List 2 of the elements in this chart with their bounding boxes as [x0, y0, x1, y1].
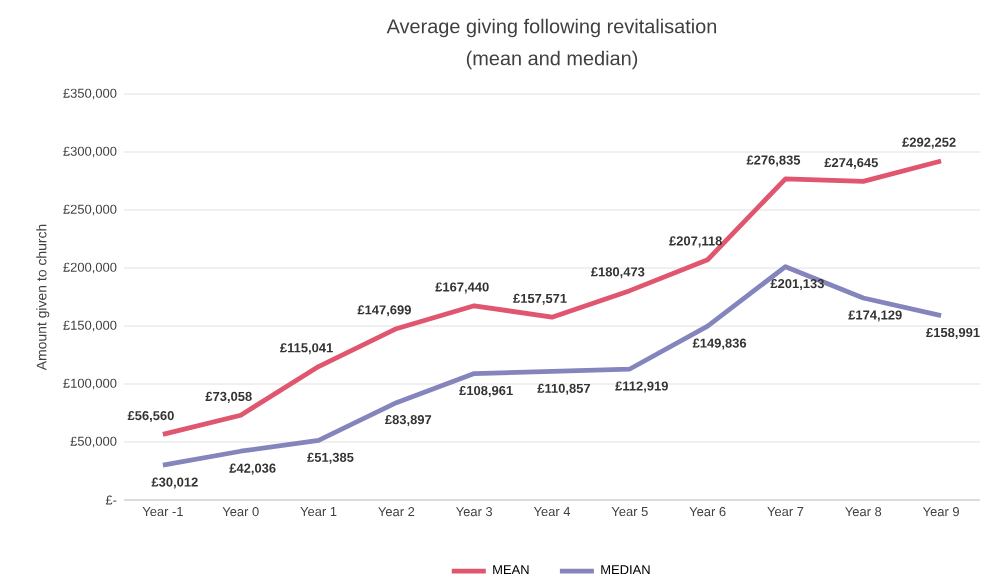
chart-subtitle: (mean and median)	[466, 50, 638, 70]
chart-title: Average giving following revitalisation	[386, 18, 717, 38]
